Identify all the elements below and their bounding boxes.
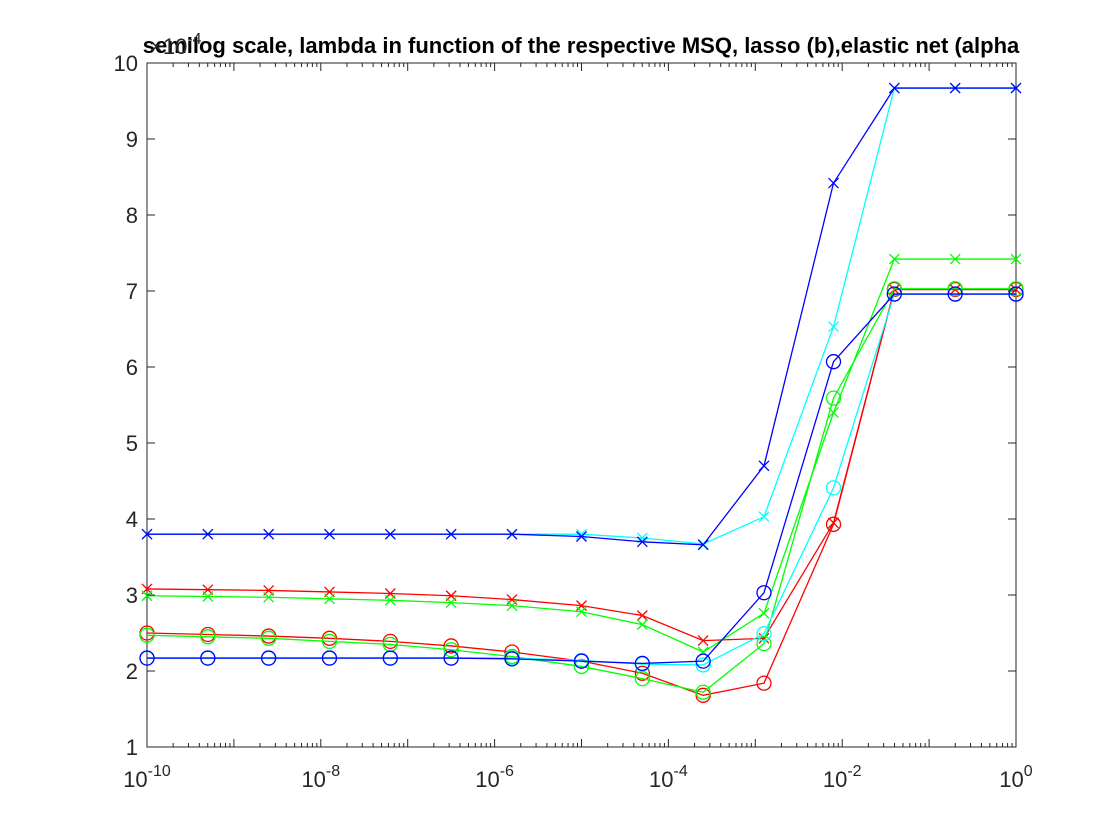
data-point-circle [756,675,772,691]
data-point-x [697,539,709,551]
data-point-x [202,528,214,540]
data-point-circle [200,650,216,666]
data-point-circle [321,633,338,650]
y-tick-label: 6 [126,355,138,380]
data-point-circle [825,390,842,406]
x-tick-label: 10-10 [123,763,171,792]
axes-layer: 1 2 3 4 5 6 7 8 9 10 10-10 10-8 10-6 10-4 10-2 100 [114,51,1033,792]
data-point-x [141,528,153,540]
data-point-x [384,528,396,540]
series-line [146,288,1016,693]
data-point-circle [261,650,277,666]
data-point-x [576,606,587,618]
y-tick-label: 10 [114,51,138,76]
data-point-circle [573,658,590,675]
data-point-circle [695,653,711,669]
data-point-x [384,594,396,606]
data-point-x [636,619,648,631]
y-tick-label: 7 [126,279,138,304]
x-tick-label: 10-6 [475,763,514,792]
data-point-circle [634,655,650,672]
x-tick-label: 10-2 [823,763,862,792]
data-point-circle [756,585,772,601]
data-point-circle [443,642,459,658]
series-line [147,293,1016,665]
data-point-x [828,321,839,333]
data-point-circle [261,630,277,646]
data-point-circle [139,650,155,666]
series-layer [139,82,1024,703]
data-point-x [202,591,214,602]
y-tick-label: 3 [126,583,138,608]
data-point-circle [1008,281,1024,297]
series-lasso-blue-o [139,286,1024,672]
data-point-x [888,82,900,94]
data-point-circle [947,281,963,297]
data-point-x [263,591,275,603]
data-point-x [636,610,648,621]
series-elastic-green-x [141,253,1022,658]
data-point-x [576,531,587,542]
y-tick-label: 9 [126,127,138,152]
data-point-circle [947,286,963,302]
y-tick-label: 4 [126,507,138,532]
data-point-circle [695,657,711,673]
data-point-x [636,536,648,548]
x-tick-label: 10-4 [649,763,688,792]
data-point-x [324,528,335,540]
data-point-circle [200,629,216,645]
data-point-x [758,511,770,523]
data-point-circle [825,480,842,496]
data-point-circle [634,665,650,681]
data-point-x [506,528,518,540]
data-point-x [828,177,839,189]
data-point-x [445,528,457,540]
data-point-circle [382,650,398,666]
chart-title: semilog scale, lambda in function of the… [143,33,1020,58]
data-point-circle [1008,286,1024,302]
data-point-circle [321,650,338,666]
y-tick-label: 8 [126,203,138,228]
data-point-x [758,460,770,472]
data-point-x [697,635,709,647]
y-tick-label: 5 [126,431,138,456]
data-point-circle [443,650,459,666]
data-point-x [263,528,275,540]
plot-area [146,62,1017,748]
data-point-x [1010,82,1022,94]
y-tick-label: 2 [126,659,138,684]
data-point-circle [886,286,902,302]
x-tick-label: 100 [999,763,1032,792]
y-axis-exponent-label: ×10-4 [150,31,202,59]
data-point-x [758,607,770,619]
data-point-circle [573,653,590,669]
data-point-x [324,593,335,605]
data-point-x [445,597,457,609]
data-point-circle [504,651,520,667]
data-point-circle [756,626,772,642]
data-point-circle [695,684,711,700]
data-point-x [141,590,153,602]
data-point-x [1010,253,1022,265]
data-point-circle [825,354,842,370]
data-point-circle [443,638,459,654]
data-point-x [949,82,961,94]
data-point-circle [139,627,155,643]
data-point-circle [756,635,772,652]
data-point-circle [825,516,842,532]
data-point-x [576,528,587,540]
x-tick-label: 10-8 [301,763,340,792]
y-tick-label: 1 [126,735,138,760]
data-point-x [949,253,961,265]
data-point-x [506,600,518,612]
data-point-x [888,253,900,265]
series-lasso-blue-x [141,82,1022,551]
